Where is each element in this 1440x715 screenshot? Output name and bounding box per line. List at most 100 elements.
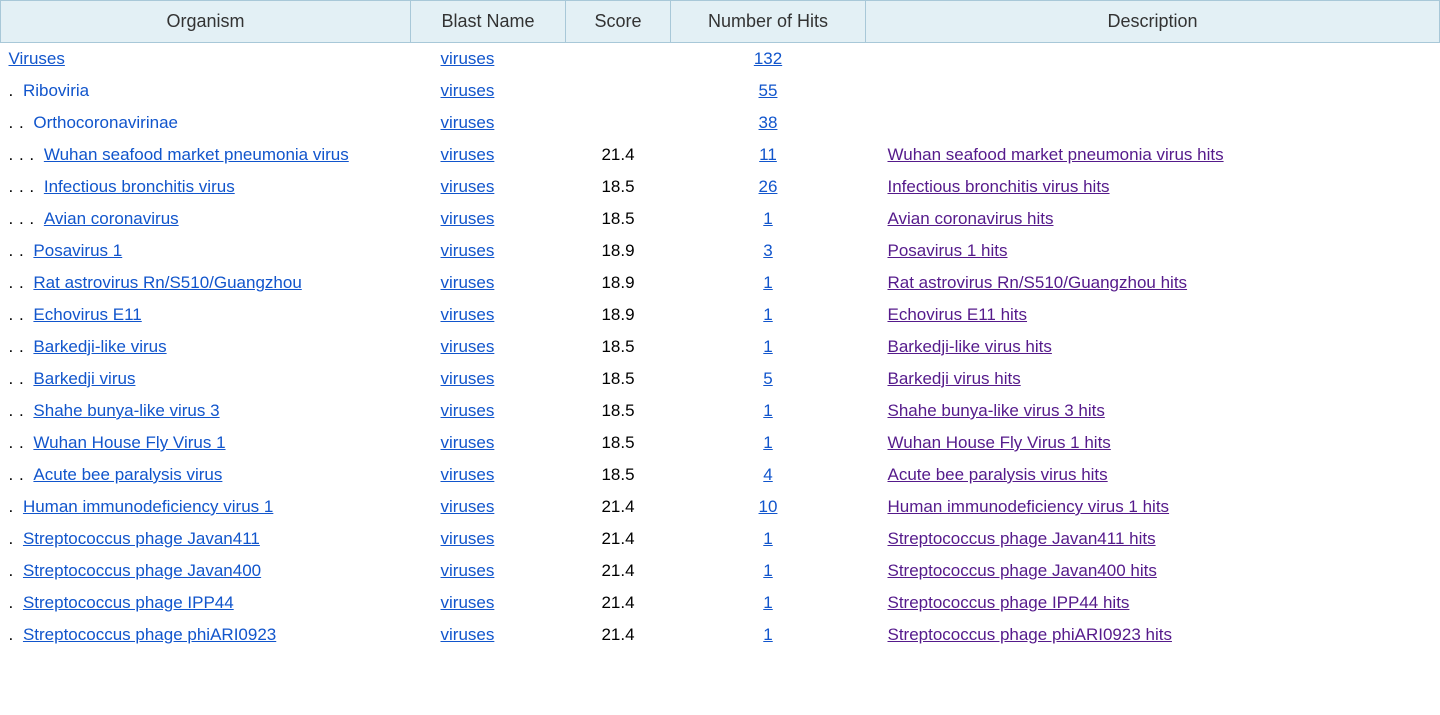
blast-name-link[interactable]: viruses bbox=[441, 529, 495, 548]
blast-name-link[interactable]: viruses bbox=[441, 561, 495, 580]
description-cell: Infectious bronchitis virus hits bbox=[866, 171, 1440, 203]
organism-link[interactable]: Streptococcus phage Javan411 bbox=[23, 529, 260, 548]
hits-link[interactable]: 1 bbox=[763, 305, 772, 324]
blast-name-link[interactable]: viruses bbox=[441, 145, 495, 164]
table-row: . . . Infectious bronchitis virusviruses… bbox=[1, 171, 1440, 203]
hits-link[interactable]: 1 bbox=[763, 337, 772, 356]
description-link[interactable]: Streptococcus phage Javan411 hits bbox=[888, 529, 1156, 548]
indent-dots: . . bbox=[9, 273, 34, 292]
blast-name-link[interactable]: viruses bbox=[441, 305, 495, 324]
hits-link[interactable]: 38 bbox=[759, 113, 778, 132]
hits-link[interactable]: 1 bbox=[763, 593, 772, 612]
organism-link[interactable]: Streptococcus phage Javan400 bbox=[23, 561, 261, 580]
blast-name-cell: viruses bbox=[411, 171, 566, 203]
description-cell: Streptococcus phage phiARI0923 hits bbox=[866, 619, 1440, 651]
table-row: Viruses viruses 132 bbox=[1, 43, 1440, 76]
blast-name-link[interactable]: viruses bbox=[441, 593, 495, 612]
description-link[interactable]: Streptococcus phage Javan400 hits bbox=[888, 561, 1157, 580]
description-link[interactable]: Acute bee paralysis virus hits bbox=[888, 465, 1108, 484]
table-row: . Streptococcus phage Javan400viruses21.… bbox=[1, 555, 1440, 587]
organism-cell: . . . Wuhan seafood market pneumonia vir… bbox=[1, 139, 411, 171]
description-link[interactable]: Rat astrovirus Rn/S510/Guangzhou hits bbox=[888, 273, 1188, 292]
organism-link[interactable]: Echovirus E11 bbox=[33, 305, 141, 324]
hits-link[interactable]: 5 bbox=[763, 369, 772, 388]
organism-link[interactable]: Acute bee paralysis virus bbox=[33, 465, 222, 484]
blast-name-link[interactable]: viruses bbox=[441, 113, 495, 132]
blast-name-link[interactable]: viruses bbox=[441, 401, 495, 420]
blast-name-link[interactable]: viruses bbox=[441, 241, 495, 260]
blast-name-link[interactable]: viruses bbox=[441, 465, 495, 484]
description-link[interactable]: Wuhan House Fly Virus 1 hits bbox=[888, 433, 1111, 452]
hits-link[interactable]: 1 bbox=[763, 529, 772, 548]
hits-link[interactable]: 1 bbox=[763, 561, 772, 580]
blast-name-cell: viruses bbox=[411, 267, 566, 299]
blast-name-link[interactable]: viruses bbox=[441, 49, 495, 68]
blast-name-link[interactable]: viruses bbox=[441, 209, 495, 228]
hits-link[interactable]: 4 bbox=[763, 465, 772, 484]
description-link[interactable]: Posavirus 1 hits bbox=[888, 241, 1008, 260]
hits-cell: 1 bbox=[671, 587, 866, 619]
description-link[interactable]: Shahe bunya-like virus 3 hits bbox=[888, 401, 1105, 420]
description-link[interactable]: Avian coronavirus hits bbox=[888, 209, 1054, 228]
organism-link[interactable]: Barkedji virus bbox=[33, 369, 135, 388]
description-link[interactable]: Human immunodeficiency virus 1 hits bbox=[888, 497, 1170, 516]
organism-link[interactable]: Wuhan seafood market pneumonia virus bbox=[44, 145, 349, 164]
organism-link[interactable]: Avian coronavirus bbox=[44, 209, 179, 228]
organism-link[interactable]: Viruses bbox=[9, 49, 65, 68]
hits-link[interactable]: 1 bbox=[763, 273, 772, 292]
blast-name-link[interactable]: viruses bbox=[441, 177, 495, 196]
blast-name-link[interactable]: viruses bbox=[441, 369, 495, 388]
description-link[interactable]: Echovirus E11 hits bbox=[888, 305, 1028, 324]
hits-link[interactable]: 10 bbox=[759, 497, 778, 516]
organism-text: Riboviria bbox=[23, 81, 89, 100]
description-link[interactable]: Streptococcus phage IPP44 hits bbox=[888, 593, 1130, 612]
organism-link[interactable]: Streptococcus phage phiARI0923 bbox=[23, 625, 276, 644]
score-cell bbox=[566, 75, 671, 107]
hits-link[interactable]: 1 bbox=[763, 209, 772, 228]
organism-link[interactable]: Infectious bronchitis virus bbox=[44, 177, 235, 196]
blast-name-cell: viruses bbox=[411, 235, 566, 267]
indent-dots: . . bbox=[9, 369, 34, 388]
description-link[interactable]: Wuhan seafood market pneumonia virus hit… bbox=[888, 145, 1224, 164]
blast-name-link[interactable]: viruses bbox=[441, 433, 495, 452]
hits-link[interactable]: 3 bbox=[763, 241, 772, 260]
taxonomy-report-table: Organism Blast Name Score Number of Hits… bbox=[0, 0, 1440, 651]
blast-name-link[interactable]: viruses bbox=[441, 273, 495, 292]
hits-link[interactable]: 11 bbox=[759, 145, 777, 164]
organism-text: Orthocoronavirinae bbox=[33, 113, 178, 132]
score-cell: 21.4 bbox=[566, 555, 671, 587]
score-cell: 18.5 bbox=[566, 203, 671, 235]
hits-link[interactable]: 1 bbox=[763, 625, 772, 644]
blast-name-link[interactable]: viruses bbox=[441, 337, 495, 356]
organism-link[interactable]: Human immunodeficiency virus 1 bbox=[23, 497, 273, 516]
description-link[interactable]: Streptococcus phage phiARI0923 hits bbox=[888, 625, 1172, 644]
hits-cell: 55 bbox=[671, 75, 866, 107]
description-link[interactable]: Barkedji virus hits bbox=[888, 369, 1021, 388]
organism-link[interactable]: Wuhan House Fly Virus 1 bbox=[33, 433, 225, 452]
description-link[interactable]: Infectious bronchitis virus hits bbox=[888, 177, 1110, 196]
organism-link[interactable]: Shahe bunya-like virus 3 bbox=[33, 401, 219, 420]
description-cell: Wuhan House Fly Virus 1 hits bbox=[866, 427, 1440, 459]
blast-name-link[interactable]: viruses bbox=[441, 625, 495, 644]
hits-link[interactable]: 132 bbox=[754, 49, 782, 68]
score-cell bbox=[566, 43, 671, 76]
score-cell: 18.5 bbox=[566, 395, 671, 427]
hits-link[interactable]: 1 bbox=[763, 401, 772, 420]
blast-name-cell: viruses bbox=[411, 299, 566, 331]
description-link[interactable]: Barkedji-like virus hits bbox=[888, 337, 1052, 356]
organism-link[interactable]: Streptococcus phage IPP44 bbox=[23, 593, 234, 612]
organism-link[interactable]: Barkedji-like virus bbox=[33, 337, 166, 356]
blast-name-link[interactable]: viruses bbox=[441, 497, 495, 516]
indent-dots: . . . bbox=[9, 145, 44, 164]
blast-name-link[interactable]: viruses bbox=[441, 81, 495, 100]
organism-link[interactable]: Rat astrovirus Rn/S510/Guangzhou bbox=[33, 273, 301, 292]
table-row: . . Barkedji virusviruses18.55Barkedji v… bbox=[1, 363, 1440, 395]
hits-link[interactable]: 26 bbox=[759, 177, 778, 196]
table-row: . . Echovirus E11viruses18.91Echovirus E… bbox=[1, 299, 1440, 331]
organism-link[interactable]: Posavirus 1 bbox=[33, 241, 122, 260]
table-row: . Streptococcus phage Javan411viruses21.… bbox=[1, 523, 1440, 555]
hits-link[interactable]: 1 bbox=[763, 433, 772, 452]
blast-name-cell: viruses bbox=[411, 331, 566, 363]
hits-cell: 1 bbox=[671, 331, 866, 363]
hits-link[interactable]: 55 bbox=[759, 81, 778, 100]
